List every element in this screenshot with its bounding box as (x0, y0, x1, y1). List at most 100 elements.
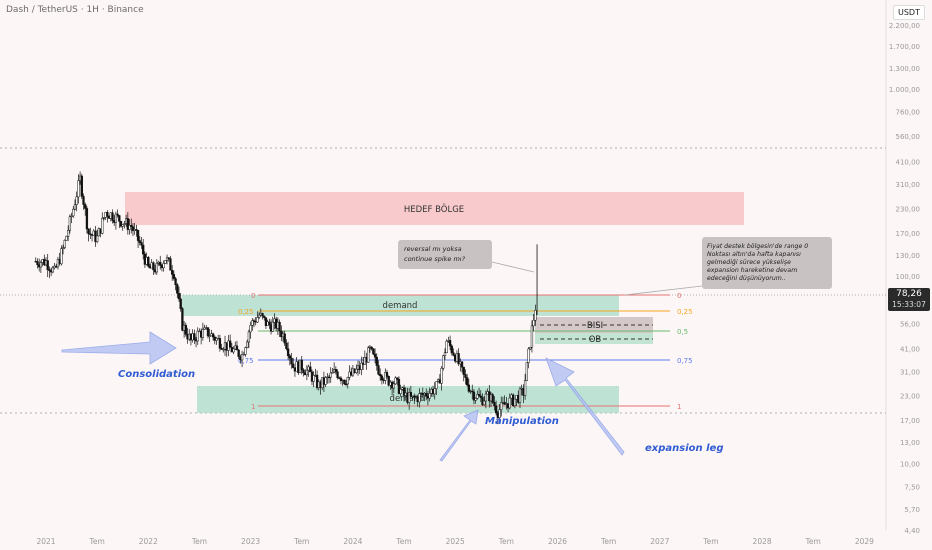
candle-body (450, 345, 453, 354)
candle-body (249, 325, 252, 333)
fib-025-right: 0,25 (677, 308, 693, 316)
x-tick-label: 2029 (855, 537, 874, 546)
candle-body (111, 212, 114, 221)
candle-body (343, 379, 346, 385)
candle-body (380, 375, 384, 381)
candle-body (73, 204, 77, 210)
y-tick-label: 2.200,00 (889, 22, 920, 30)
candle-body (96, 235, 99, 242)
candle-body (402, 387, 406, 396)
candle-body (379, 373, 382, 377)
candle-body (131, 226, 135, 231)
candle-body (305, 369, 309, 376)
fib-0-right: 0 (677, 292, 681, 300)
candle-body (169, 258, 172, 271)
y-tick-label: 310,00 (896, 181, 921, 189)
candle-body (155, 263, 158, 273)
candle-body (467, 384, 470, 392)
candle-body (101, 218, 104, 234)
candle-body (385, 372, 389, 377)
candle-body (399, 389, 402, 394)
candle-body (106, 212, 109, 217)
y-tick-label: 170,00 (896, 230, 921, 238)
candle-body (474, 398, 477, 401)
candle-body (46, 260, 49, 270)
fib-05-right: 0,5 (677, 328, 688, 336)
candle-body (256, 317, 259, 323)
x-tick-label: Tem (293, 537, 309, 546)
bisi-label: BISI (587, 321, 603, 331)
candle-body (75, 196, 78, 205)
expansion-label: expansion leg (645, 443, 723, 454)
candle-body (232, 348, 235, 353)
x-tick-label: 2026 (548, 537, 567, 546)
last-price-tag: 78,26 15:33:07 (888, 288, 930, 311)
candle-body (264, 317, 268, 326)
candle-body (355, 368, 358, 373)
candle-body (228, 340, 232, 348)
y-tick-label: 13,00 (900, 439, 920, 447)
candle-body (513, 398, 517, 406)
x-tick-label: 2028 (753, 537, 772, 546)
candle-body (452, 352, 455, 356)
candle-body (525, 362, 528, 381)
x-axis[interactable]: 2021 Tem 2022 Tem 2023 Tem 2024 Tem 2025 Tem 2026 T… (36, 537, 874, 546)
candle-body (523, 380, 527, 396)
y-axis[interactable]: 2.200,00 1.700,00 1.300,00 1.000,00 760,00 56… (889, 22, 920, 535)
y-tick-label: 17,00 (900, 417, 920, 425)
candle-body (484, 393, 488, 402)
candle-body (215, 338, 218, 341)
candle-body (433, 388, 436, 395)
candle-body (242, 354, 245, 356)
candle-body (440, 367, 443, 384)
candle-body (268, 321, 271, 326)
candle-body (77, 180, 80, 198)
candle-body (292, 363, 295, 368)
x-tick-label: Tem (498, 537, 514, 546)
candle-body (442, 355, 445, 369)
candle-body (177, 293, 181, 300)
candle-body (483, 400, 486, 406)
candle-body (85, 208, 89, 230)
candle-body (532, 319, 535, 327)
fib-0-left: 0 (251, 292, 255, 300)
candle-body (167, 257, 170, 259)
candle-body (302, 369, 305, 374)
candle-body (290, 357, 293, 365)
candle-body (370, 346, 373, 350)
candlestick-series (34, 171, 538, 425)
currency-unit-label[interactable]: USDT (893, 5, 925, 20)
candle-body (471, 390, 474, 393)
y-tick-label: 31,00 (900, 368, 920, 376)
candle-body (263, 315, 266, 318)
candle-body (164, 260, 167, 264)
candle-body (176, 284, 179, 294)
reversal-note (398, 240, 492, 269)
candle-body (435, 381, 438, 389)
candle-body (324, 377, 327, 385)
fib-1-right: 1 (677, 403, 681, 411)
candle-body (80, 175, 83, 197)
candle-body (142, 244, 145, 255)
candle-body (172, 274, 176, 279)
candle-body (285, 342, 288, 350)
manipulation-arrow (439, 409, 479, 462)
candle-body (165, 257, 169, 261)
candle-body (418, 393, 421, 403)
candle-body (121, 224, 124, 227)
candle-body (286, 348, 290, 356)
y-tick-label: 1.000,00 (889, 86, 920, 94)
candle-body (51, 267, 54, 273)
expansion-arrow (545, 357, 625, 456)
y-tick-label: 4,40 (904, 527, 920, 535)
target-zone-label: HEDEF BÖLGE (404, 204, 464, 215)
y-tick-label: 230,00 (896, 205, 921, 213)
candle-body (252, 320, 256, 322)
candle-body (443, 352, 447, 356)
candle-body (309, 366, 312, 373)
x-tick-label: Tem (702, 537, 718, 546)
forecast-note-text: Fiyat destek bölgesin'de range 0 Noktası… (707, 242, 810, 282)
target-zone (125, 192, 744, 225)
y-tick-label: 560,00 (896, 133, 921, 141)
